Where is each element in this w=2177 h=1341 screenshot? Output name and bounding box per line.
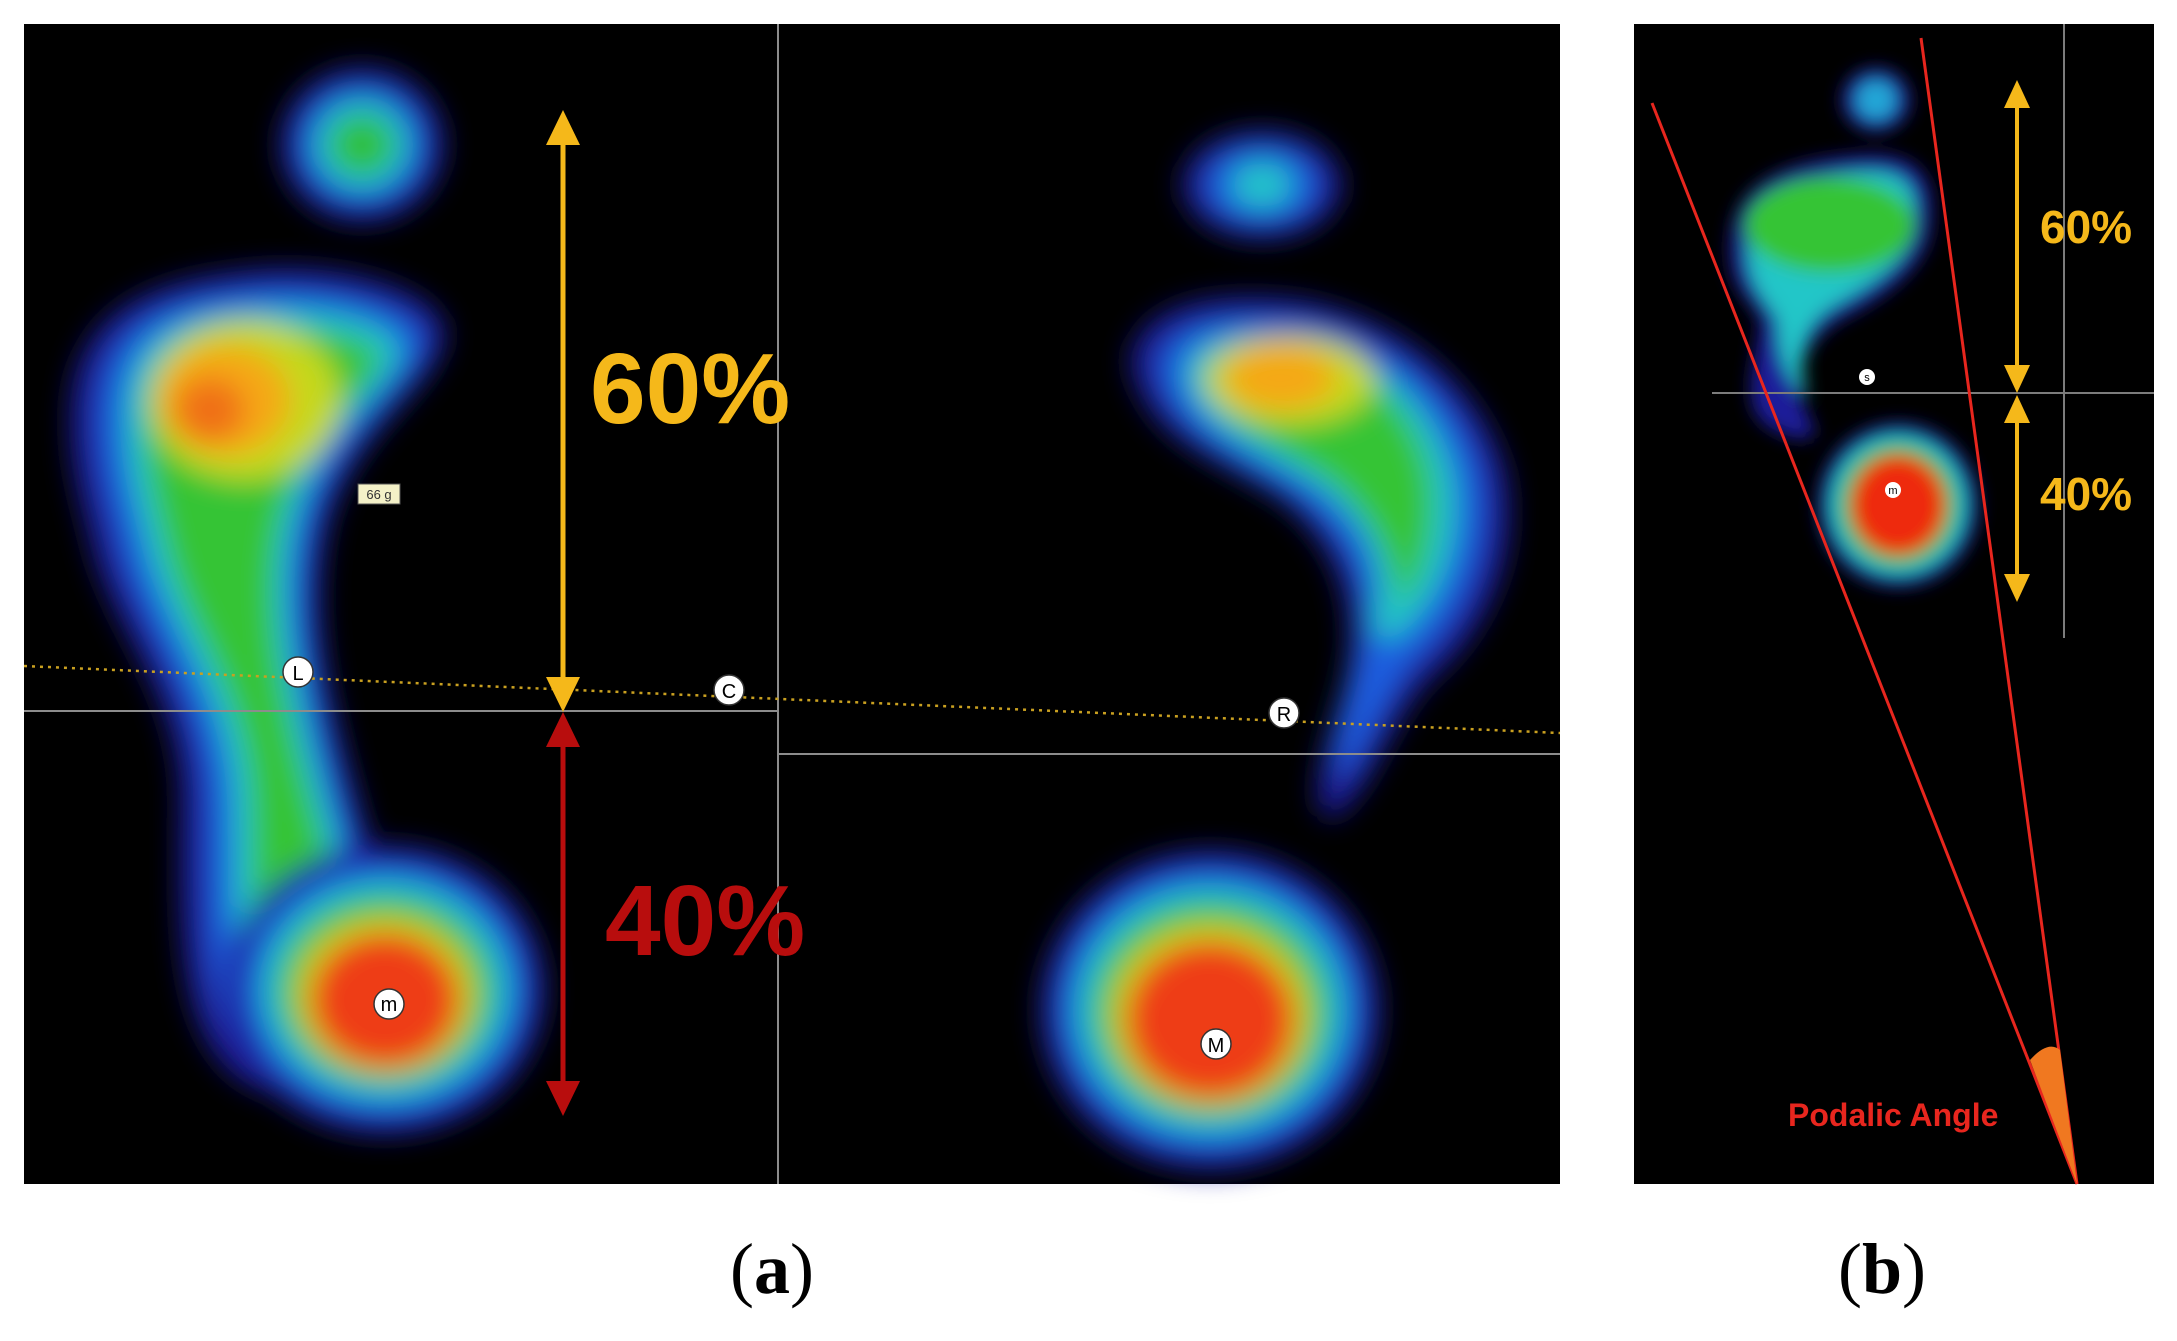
heel-marker-right-label: M [1208, 1035, 1225, 1057]
weight-tag: 66 g [357, 483, 401, 505]
angle-line-outer [1650, 102, 2079, 1185]
heel-marker-left: m [373, 988, 405, 1020]
panel-b-point-marker: s [1859, 369, 1875, 385]
panel-b-caption-letter: b [1861, 1229, 1903, 1309]
panel-b-caption: (b) [1838, 1229, 1927, 1309]
panel-b-upper-arrow [2004, 80, 2030, 393]
panel-b: s m 60% 40% Podalic Angle [1634, 24, 2154, 1185]
heel-marker-right: M [1200, 1028, 1232, 1060]
upper-percent-label: 60% [590, 333, 790, 445]
podalic-angle-label: Podalic Angle [1788, 1097, 1998, 1133]
lower-arrow [546, 712, 580, 1116]
point-marker-c: C [713, 674, 745, 706]
panel-b-upper-percent-label: 60% [2040, 201, 2132, 253]
panel-a-caption-letter: a [753, 1229, 790, 1309]
dotted-reference-line [23, 664, 1561, 735]
point-marker-c-label: C [722, 681, 736, 703]
panel-b-heel-marker: m [1885, 482, 1901, 498]
right-footprint [1040, 130, 1510, 1170]
panel-a-caption: (a) [730, 1229, 814, 1309]
weight-tag-label: 66 g [366, 487, 391, 502]
panel-a: L C R m M 66 g 60% [23, 24, 1561, 1184]
heel-marker-left-label: m [381, 994, 398, 1016]
upper-arrow [546, 110, 580, 712]
point-marker-l: L [282, 656, 314, 688]
panel-b-lower-arrow [2004, 395, 2030, 602]
panel-b-point-label: s [1864, 372, 1870, 384]
angle-line-inner [1919, 37, 2079, 1185]
panel-b-heel-label: m [1888, 485, 1897, 497]
point-marker-r-label: R [1277, 704, 1291, 726]
panel-b-lower-percent-label: 40% [2040, 468, 2132, 520]
panel-b-footprint [1730, 68, 1978, 587]
angle-wedge [2030, 1046, 2077, 1184]
point-marker-l-label: L [292, 663, 303, 685]
lower-percent-label: 40% [605, 865, 805, 977]
point-marker-r: R [1268, 697, 1300, 729]
